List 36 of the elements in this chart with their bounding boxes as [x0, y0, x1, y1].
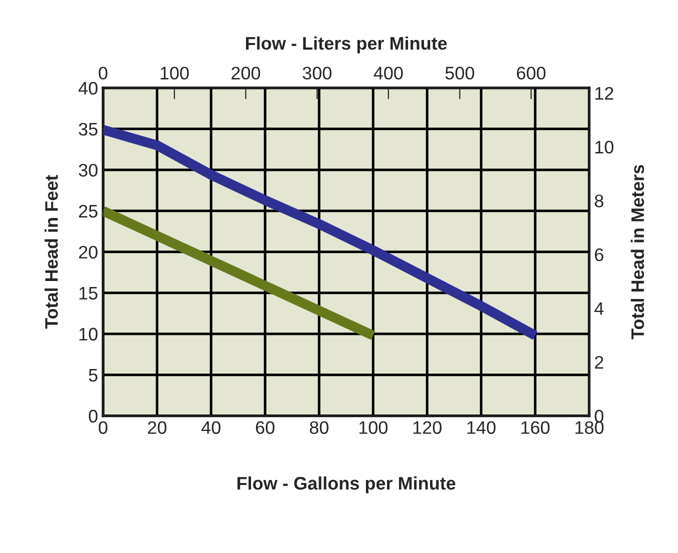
- x-tick-label: 180: [576, 421, 604, 434]
- y2-axis-title: Total Head in Meters: [630, 165, 644, 340]
- x-axis-title: Flow - Gallons per Minute: [237, 476, 456, 494]
- x-tick-label: 60: [256, 421, 274, 434]
- x-tick-label: 160: [521, 421, 550, 434]
- y2-tick-label: 6: [594, 248, 604, 262]
- y-tick-label: 40: [78, 82, 98, 95]
- x-tick-label: 20: [148, 421, 166, 434]
- x2-tick-label: 200: [232, 66, 260, 80]
- y-tick-label: 30: [78, 164, 98, 177]
- y2-tick-label: 10: [595, 140, 614, 154]
- x2-tick-label: 0: [98, 66, 108, 80]
- x-tick-label: 140: [467, 421, 496, 434]
- x2-tick-label: 400: [374, 66, 403, 80]
- y2-tick-label: 4: [594, 302, 604, 315]
- y-tick-label: 15: [79, 287, 98, 300]
- x-tick-label: 0: [98, 421, 108, 434]
- x2-tick-label: 100: [160, 66, 189, 80]
- y-tick-label: 10: [79, 328, 98, 341]
- y-tick-label: 0: [88, 410, 98, 423]
- y2-tick-label: 2: [594, 356, 604, 369]
- x2-axis-title: Flow - Liters per Minute: [246, 36, 447, 54]
- y-tick-label: 20: [79, 246, 98, 259]
- y2-tick-label: 12: [595, 86, 614, 100]
- x-tick-label: 100: [359, 421, 388, 434]
- x2-tick-label: 600: [516, 66, 546, 80]
- y2-tick-label: 8: [594, 194, 604, 208]
- y-tick-label: 5: [88, 368, 98, 382]
- y-tick-label: 25: [79, 204, 98, 218]
- x2-tick-label: 500: [445, 66, 474, 80]
- y-tick-label: 35: [78, 122, 98, 136]
- x-tick-label: 40: [201, 421, 220, 434]
- x-tick-label: 80: [310, 421, 328, 434]
- x2-tick-label: 300: [302, 66, 332, 80]
- y-axis-title: Total Head in Feet: [44, 175, 58, 329]
- x-tick-label: 120: [413, 421, 442, 434]
